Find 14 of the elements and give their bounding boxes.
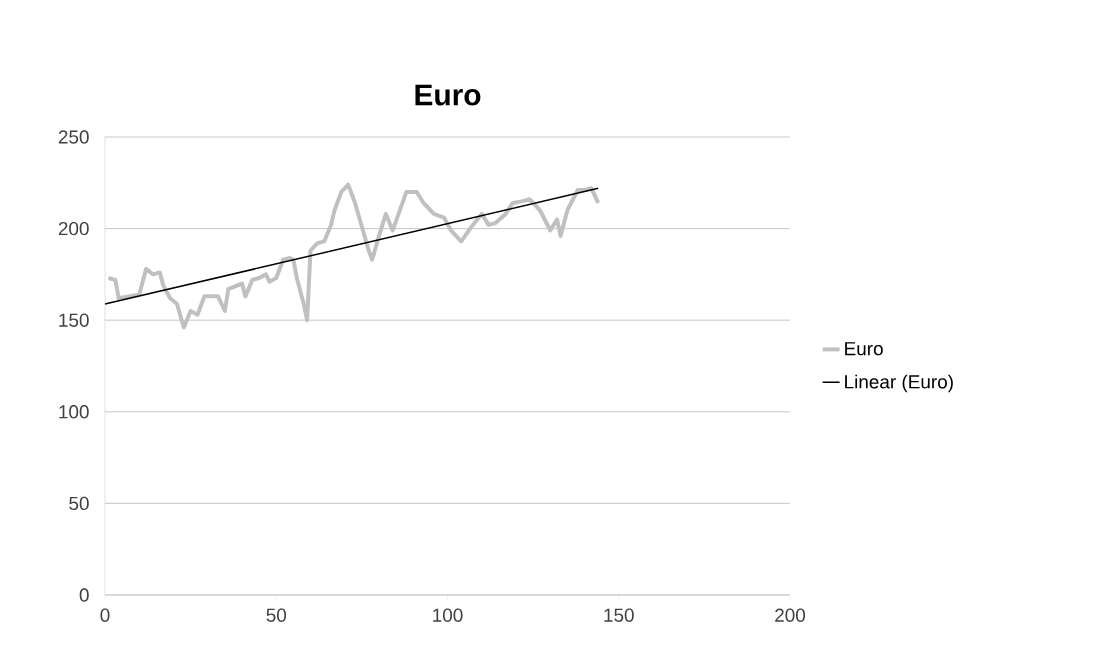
y-tick-label: 0 — [79, 588, 89, 602]
x-tick-label: 50 — [266, 608, 287, 622]
x-tick-label: 150 — [604, 608, 634, 622]
x-tick-label: 100 — [433, 608, 463, 622]
legend-label: Euro — [845, 342, 883, 356]
y-tick-label: 250 — [58, 130, 89, 144]
x-tick-label: 200 — [775, 608, 806, 622]
x-tick-label: 0 — [100, 608, 110, 622]
chart-title: Euro — [415, 84, 481, 106]
y-tick-label: 50 — [69, 496, 89, 511]
y-tick-label: 150 — [59, 313, 89, 327]
y-tick-label: 100 — [59, 405, 89, 419]
y-tick-label: 200 — [58, 221, 89, 236]
legend-label: Linear (Euro) — [845, 374, 953, 393]
